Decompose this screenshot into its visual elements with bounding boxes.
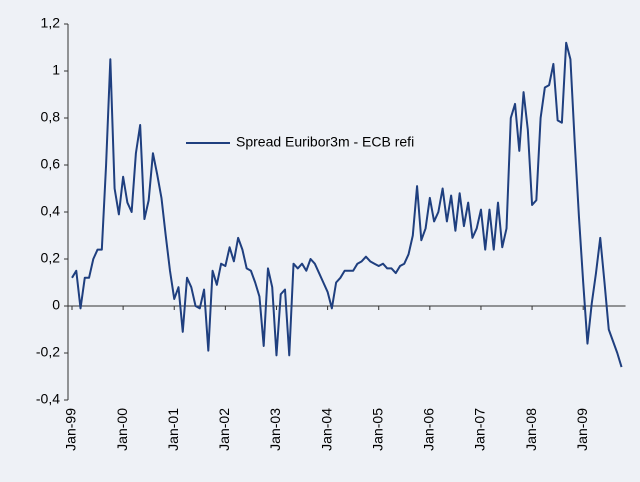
y-tick-label: 0 bbox=[52, 297, 60, 313]
x-tick-label: Jan-07 bbox=[472, 408, 488, 451]
x-tick-label: Jan-06 bbox=[421, 408, 437, 451]
y-tick-label: 0,4 bbox=[41, 203, 61, 219]
x-tick-label: Jan-08 bbox=[523, 408, 539, 451]
y-tick-label: 0,6 bbox=[41, 156, 61, 172]
y-tick-label: -0,2 bbox=[36, 344, 60, 360]
y-tick-label: 1 bbox=[52, 62, 60, 78]
x-tick-label: Jan-09 bbox=[574, 408, 590, 451]
y-tick-label: 0,2 bbox=[41, 250, 61, 266]
x-tick-label: Jan-02 bbox=[216, 408, 232, 451]
y-tick-label: 1,2 bbox=[41, 15, 61, 31]
x-tick-label: Jan-99 bbox=[63, 408, 79, 451]
x-tick-label: Jan-05 bbox=[369, 408, 385, 451]
y-tick-label: 0,8 bbox=[41, 109, 61, 125]
line-series bbox=[71, 41, 623, 368]
legend-label: Spread Euribor3m - ECB refi bbox=[236, 134, 414, 150]
x-tick-label: Jan-01 bbox=[165, 408, 181, 451]
x-tick-label: Jan-00 bbox=[114, 408, 130, 451]
y-tick-label: -0,4 bbox=[36, 391, 60, 407]
x-tick-label: Jan-04 bbox=[318, 408, 334, 451]
x-tick-label: Jan-03 bbox=[267, 408, 283, 451]
